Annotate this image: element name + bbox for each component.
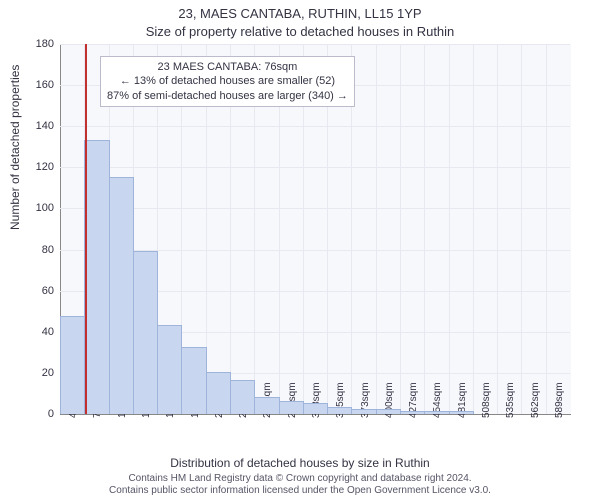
gridline-v <box>546 44 547 414</box>
gridline-h <box>60 167 570 168</box>
gridline-v <box>376 44 377 414</box>
gridline-h <box>60 44 570 45</box>
histogram-bar <box>376 409 401 414</box>
gridline-h <box>60 208 570 209</box>
y-tick-label: 80 <box>42 244 60 256</box>
plot-area: 02040608010012014016018048sqm75sqm102sqm… <box>60 44 570 414</box>
histogram-bar <box>60 316 85 414</box>
attribution-text: Contains HM Land Registry data © Crown c… <box>0 473 600 497</box>
x-tick-label: 535sqm <box>505 382 516 418</box>
histogram-bar <box>133 251 158 414</box>
y-tick-label: 140 <box>36 120 60 132</box>
gridline-v <box>473 44 474 414</box>
histogram-bar <box>424 411 449 414</box>
histogram-bar <box>206 372 231 414</box>
attribution-line-2: Contains public sector information licen… <box>0 485 600 497</box>
y-tick-label: 60 <box>42 285 60 297</box>
histogram-bar <box>327 407 352 414</box>
chart-container: 23, MAES CANTABA, RUTHIN, LL15 1YP Size … <box>0 0 600 500</box>
histogram-bar <box>84 140 109 414</box>
histogram-bar <box>351 409 376 414</box>
gridline-h <box>60 126 570 127</box>
histogram-bar <box>109 177 134 414</box>
y-tick-label: 160 <box>36 79 60 91</box>
x-tick-label: 562sqm <box>530 382 541 418</box>
y-axis-label: Number of detached properties <box>8 65 22 230</box>
histogram-bar <box>230 380 255 414</box>
y-tick-label: 40 <box>42 326 60 338</box>
gridline-v <box>497 44 498 414</box>
chart-subtitle: Size of property relative to detached ho… <box>0 24 600 39</box>
chart-title-address: 23, MAES CANTABA, RUTHIN, LL15 1YP <box>0 6 600 21</box>
histogram-bar <box>279 401 304 414</box>
annotation-property-size: 23 MAES CANTABA: 76sqm <box>107 60 348 74</box>
property-marker-line <box>85 44 87 414</box>
annotation-smaller-pct: ← 13% of detached houses are smaller (52… <box>107 74 348 88</box>
histogram-bar <box>181 347 206 414</box>
x-tick-label: 508sqm <box>481 382 492 418</box>
gridline-v <box>400 44 401 414</box>
annotation-larger-pct: 87% of semi-detached houses are larger (… <box>107 89 348 103</box>
histogram-bar <box>400 411 425 414</box>
x-axis-label: Distribution of detached houses by size … <box>0 456 600 470</box>
gridline-v <box>424 44 425 414</box>
y-tick-label: 20 <box>42 367 60 379</box>
histogram-bar <box>157 325 182 414</box>
y-tick-label: 120 <box>36 161 60 173</box>
y-tick-label: 0 <box>48 408 60 420</box>
y-tick-label: 180 <box>36 38 60 50</box>
x-tick-label: 589sqm <box>554 382 565 418</box>
histogram-bar <box>303 403 328 414</box>
histogram-bar <box>254 397 279 414</box>
histogram-bar <box>449 411 474 414</box>
y-tick-label: 100 <box>36 202 60 214</box>
property-annotation-box: 23 MAES CANTABA: 76sqm ← 13% of detached… <box>100 56 355 107</box>
gridline-v <box>521 44 522 414</box>
gridline-v <box>449 44 450 414</box>
attribution-line-1: Contains HM Land Registry data © Crown c… <box>0 473 600 485</box>
